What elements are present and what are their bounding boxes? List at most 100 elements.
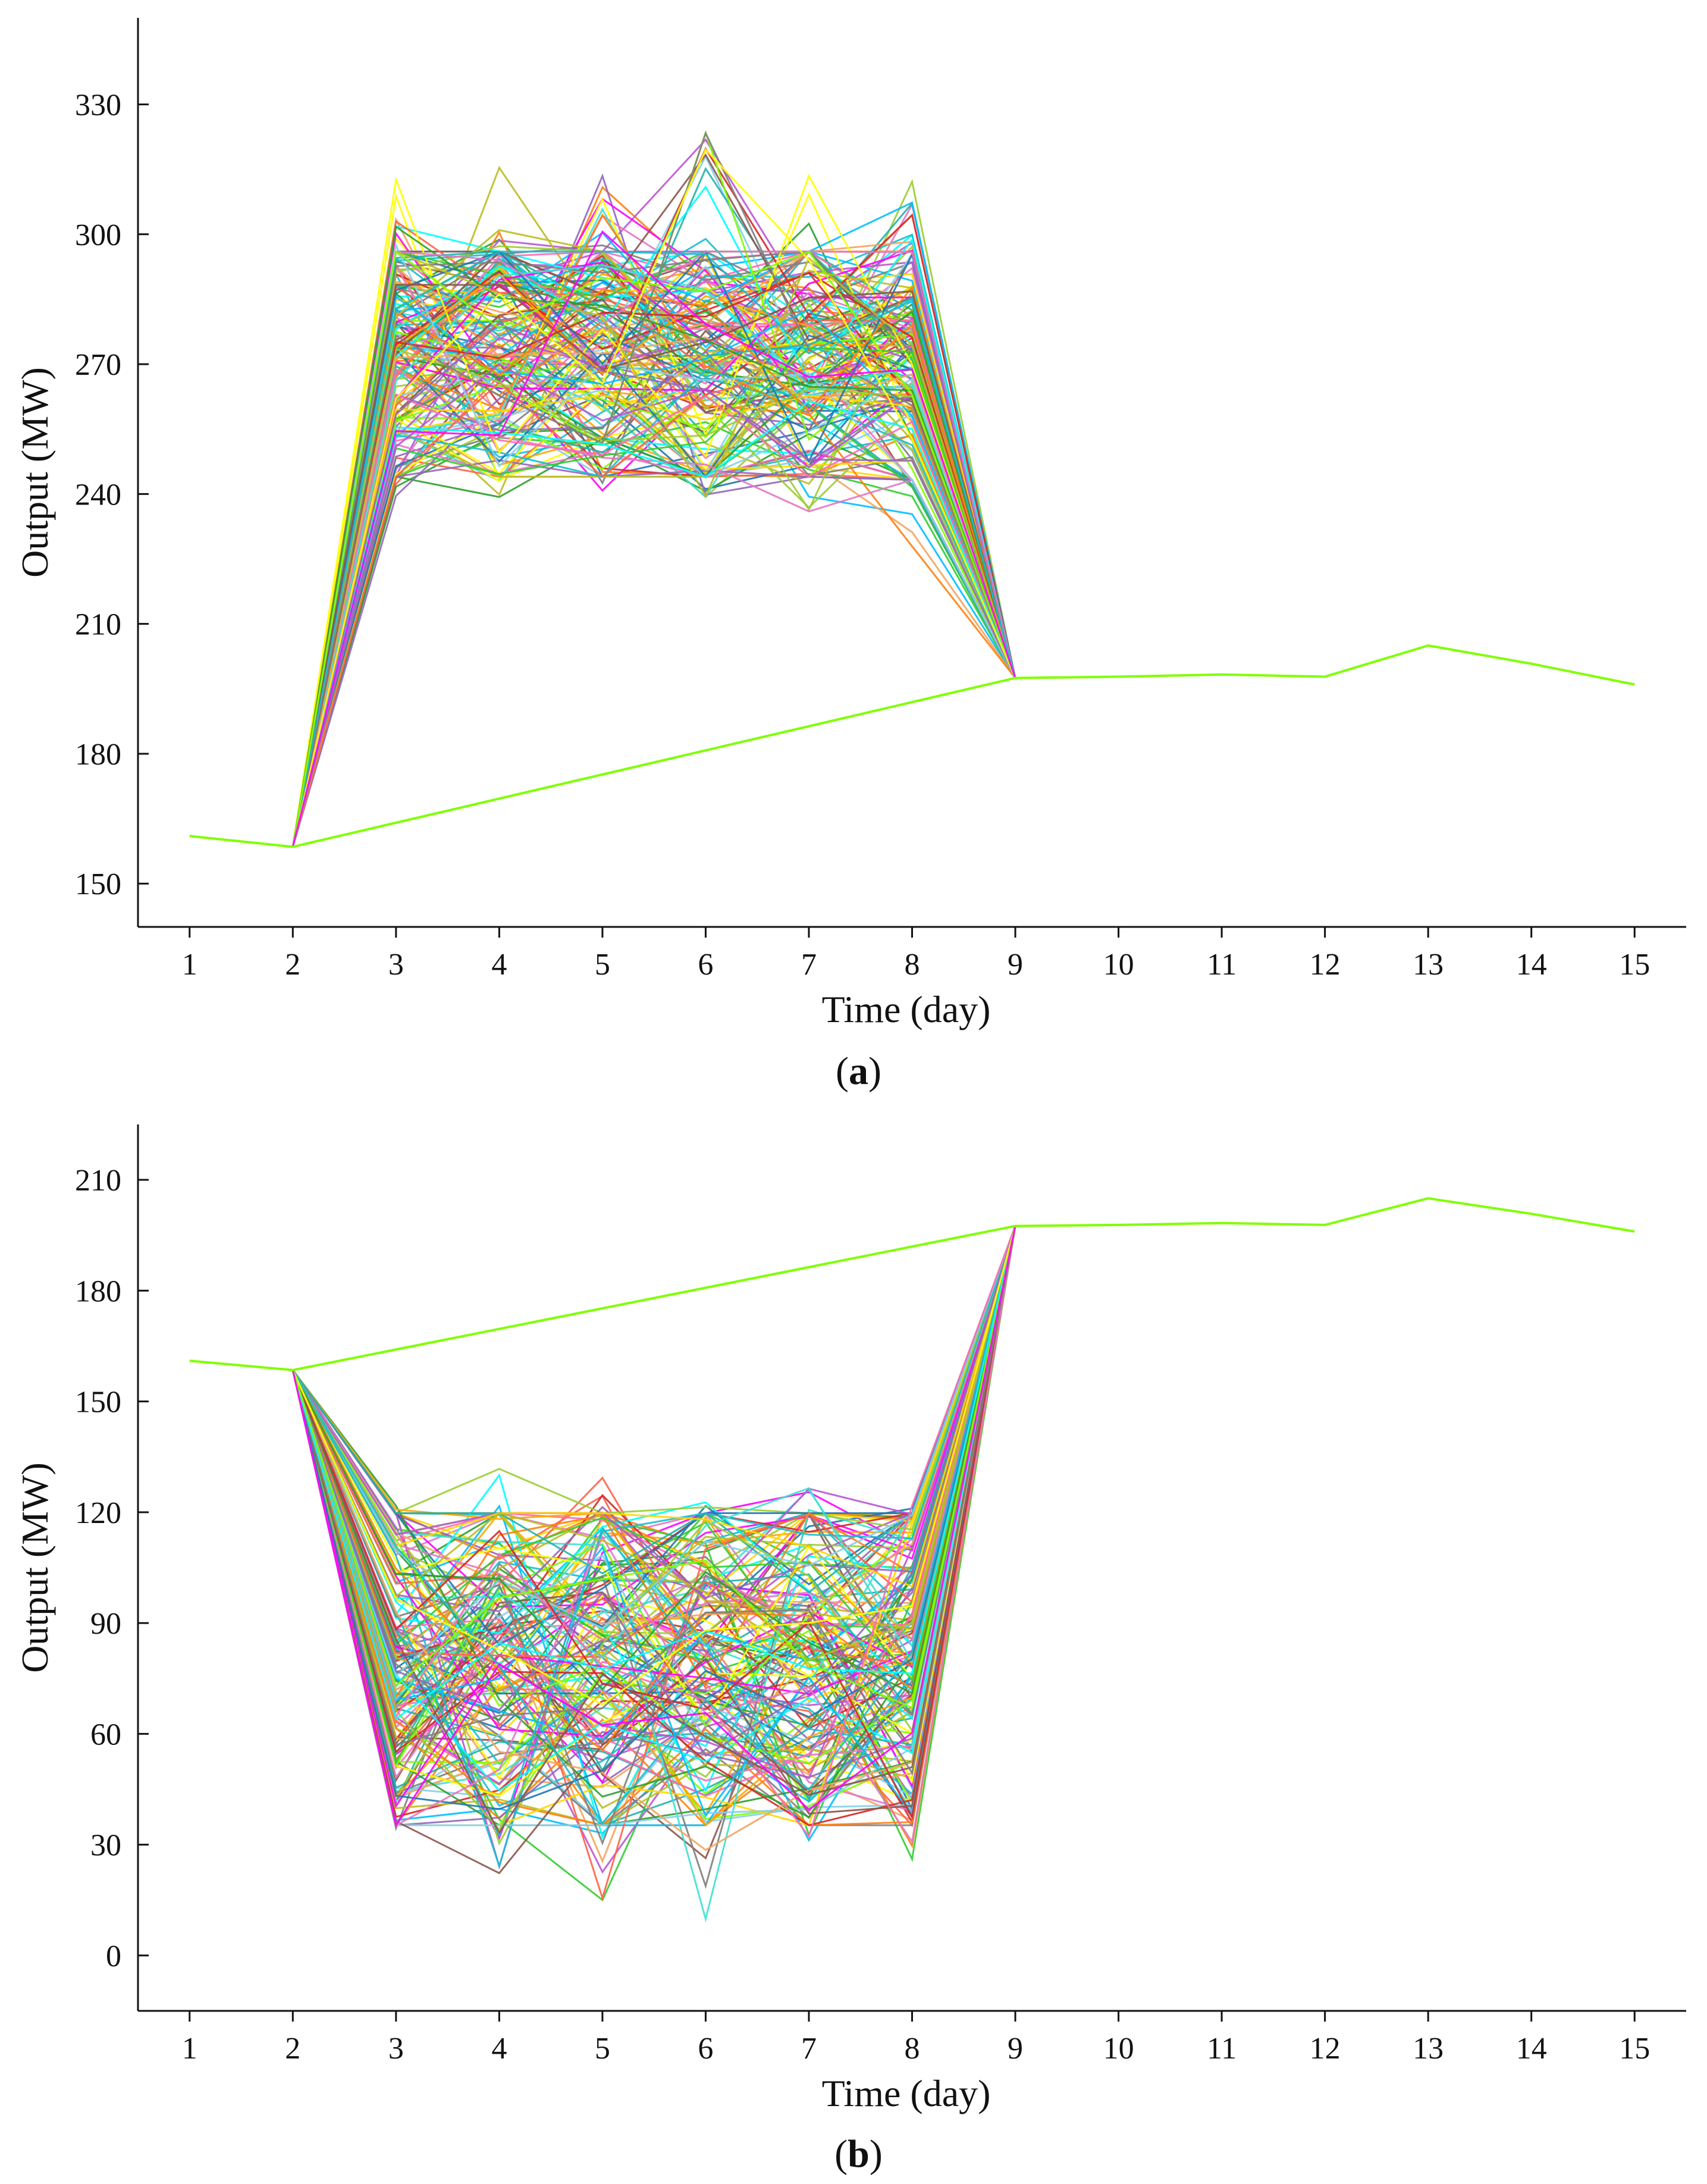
scenario-series	[291, 1226, 1016, 1659]
scenario-series	[291, 1226, 1016, 1875]
scenario-series	[291, 253, 1016, 847]
scenario-series	[291, 1226, 1016, 1832]
scenario-series	[291, 367, 1016, 847]
x-tick-label: 9	[1008, 2032, 1023, 2066]
scenario-series	[291, 334, 1016, 847]
scenario-series	[291, 1226, 1016, 1838]
scenario-series	[291, 1226, 1016, 1797]
x-tick-label: 12	[1310, 948, 1341, 982]
x-axis-title: Time (day)	[822, 988, 991, 1030]
x-tick-label: 14	[1516, 948, 1547, 982]
y-tick-label: 90	[90, 1607, 121, 1641]
scenario-series	[291, 1226, 1016, 1826]
scenario-series	[291, 1226, 1016, 1835]
scenario-series	[291, 1226, 1016, 1851]
x-tick-label: 1	[182, 2032, 197, 2066]
scenario-series	[291, 1226, 1016, 1666]
x-tick-label: 5	[595, 948, 610, 982]
y-tick-label: 210	[75, 608, 121, 642]
scenario-series	[291, 1226, 1016, 1828]
scenario-series	[291, 421, 1016, 847]
scenario-series	[291, 1226, 1016, 1797]
scenario-series	[292, 1226, 1016, 1825]
x-tick-label: 3	[388, 948, 404, 982]
y-tick-label: 150	[75, 1386, 121, 1420]
scenario-series	[291, 302, 1016, 847]
y-axis-title: Output (MW)	[14, 367, 56, 578]
x-tick-label: 8	[905, 948, 920, 982]
scenario-series	[291, 240, 1016, 847]
scenario-series	[291, 1226, 1016, 1702]
scenario-series	[291, 1226, 1016, 1741]
scenario-series	[291, 339, 1016, 847]
y-tick-label: 300	[75, 218, 121, 252]
scenario-series	[291, 230, 1016, 847]
scenario-series	[291, 1226, 1016, 1838]
scenario-series	[291, 225, 1016, 847]
scenario-series	[291, 250, 1016, 847]
scenario-series	[291, 1226, 1016, 1825]
common-series-line	[189, 644, 1635, 848]
scenario-series	[291, 153, 1016, 847]
scenario-series	[291, 1226, 1016, 1741]
scenario-series	[291, 1226, 1016, 1826]
axes: 1 2 3 4 5 6 7 8 9 10 11 12 13 14 151501802102402703003…	[75, 18, 1686, 982]
chart-panel-b: 1 2 3 4 5 6 7 8 9 10 11 12 13 14 15 0 30 60 90 120 150 180 210…	[0, 1107, 1707, 2184]
x-tick-label: 9	[1008, 948, 1023, 982]
scenario-series	[291, 368, 1016, 847]
scenario-series	[291, 250, 1016, 847]
scenario-lines	[291, 130, 1016, 847]
x-tick-label: 7	[801, 2032, 817, 2066]
x-tick-label: 2	[285, 948, 300, 982]
y-tick-label: 180	[75, 738, 121, 772]
x-tick-label: 4	[491, 948, 507, 982]
scenario-series	[291, 178, 1016, 847]
scenario-series	[291, 229, 1016, 847]
scenario-series	[291, 1226, 1016, 1820]
y-tick-label: 210	[75, 1164, 121, 1198]
y-axis-title: Output (MW)	[14, 1462, 56, 1673]
x-tick-label: 10	[1103, 2032, 1134, 2066]
scenario-series	[291, 393, 1016, 847]
x-tick-label: 2	[285, 2032, 300, 2066]
scenario-series	[291, 1226, 1016, 1758]
scenario-series	[291, 250, 1016, 847]
scenario-series	[291, 1226, 1016, 1752]
x-tick-label: 12	[1310, 2032, 1341, 2066]
scenario-series	[291, 237, 1016, 847]
scenario-series	[291, 1226, 1016, 1696]
y-tick-label: 120	[75, 1496, 121, 1530]
plot-area	[189, 130, 1635, 848]
scenario-series	[291, 261, 1016, 847]
x-tick-label: 6	[698, 2032, 713, 2066]
scenario-series	[291, 1226, 1016, 1721]
common-series-line	[189, 1197, 1635, 1371]
x-tick-label: 3	[388, 2032, 404, 2066]
x-tick-label: 13	[1413, 2032, 1444, 2066]
y-tick-label: 0	[106, 1939, 121, 1973]
scenario-series	[291, 1226, 1016, 1826]
scenario-series	[291, 1226, 1016, 1661]
scenario-series	[292, 1226, 1016, 1608]
scenario-series	[291, 319, 1016, 847]
scenario-series	[291, 1226, 1016, 1709]
scenario-series	[292, 1226, 1016, 1646]
line-chart-b: 1 2 3 4 5 6 7 8 9 10 11 12 13 14 150306090120150180210…	[14, 1124, 1686, 2176]
scenario-series	[291, 1226, 1016, 1844]
scenario-series	[291, 262, 1016, 847]
x-tick-label: 15	[1619, 948, 1650, 982]
scenario-series	[292, 1226, 1016, 1531]
scenario-series	[291, 1226, 1016, 1768]
x-tick-label: 11	[1207, 2032, 1237, 2066]
scenario-series	[292, 1226, 1016, 1870]
scenario-series	[291, 284, 1016, 847]
scenario-series	[291, 347, 1016, 847]
y-tick-label: 60	[90, 1718, 121, 1751]
scenario-series	[291, 1226, 1016, 1757]
scenario-series	[291, 1226, 1016, 1706]
x-tick-label: 13	[1413, 948, 1444, 982]
scenario-series	[292, 1226, 1016, 1600]
x-tick-label: 11	[1207, 948, 1237, 982]
x-tick-label: 1	[182, 948, 197, 982]
x-tick-label: 5	[595, 2032, 610, 2066]
